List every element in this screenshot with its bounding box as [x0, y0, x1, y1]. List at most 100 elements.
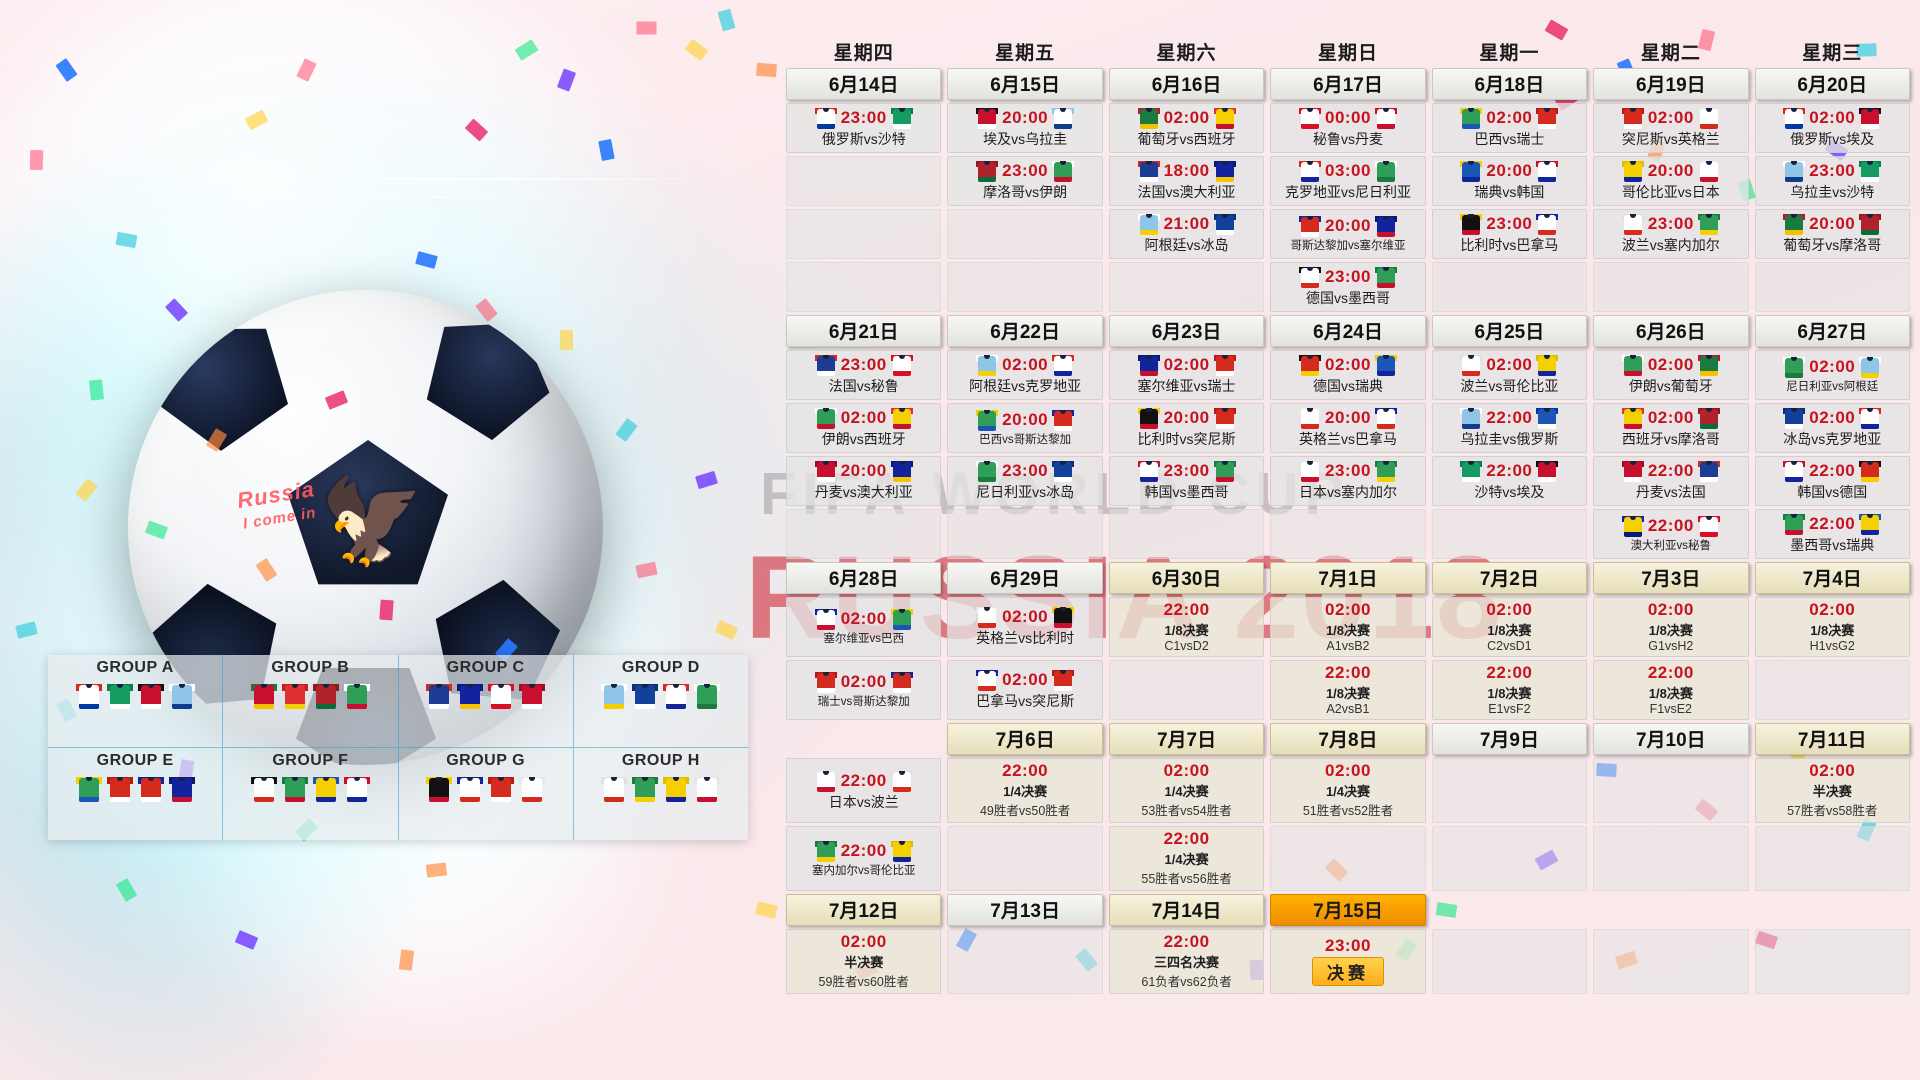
- knockout-match-cell[interactable]: 02:00 1/8决赛 H1vsG2: [1754, 597, 1910, 657]
- match-cell[interactable]: 02:00 瑞士vs哥斯达黎加: [786, 660, 942, 720]
- match-cell[interactable]: 23:00 法国vs秘鲁: [786, 350, 942, 400]
- match-cell[interactable]: 02:00 葡萄牙vs西班牙: [1108, 103, 1265, 153]
- date-cell[interactable]: 7月2日: [1431, 562, 1588, 594]
- date-cell[interactable]: 6月24日: [1270, 315, 1426, 347]
- date-cell[interactable]: 7月12日: [786, 894, 942, 926]
- date-cell[interactable]: 7月15日: [1270, 894, 1426, 926]
- match-cell[interactable]: 23:00 德国vs墨西哥: [1270, 262, 1426, 312]
- date-cell[interactable]: 6月16日: [1108, 68, 1265, 100]
- match-cell[interactable]: 22:00 墨西哥vs瑞典: [1754, 509, 1910, 559]
- date-cell[interactable]: 6月28日: [786, 562, 942, 594]
- match-cell[interactable]: 00:00 秘鲁vs丹麦: [1270, 103, 1426, 153]
- match-cell[interactable]: 02:00 突尼斯vs英格兰: [1593, 103, 1749, 153]
- date-cell[interactable]: 6月22日: [947, 315, 1103, 347]
- match-cell[interactable]: 23:00 乌拉圭vs沙特: [1754, 156, 1910, 206]
- date-cell[interactable]: 6月27日: [1754, 315, 1910, 347]
- knockout-match-cell[interactable]: 02:00 1/8决赛 C2vsD1: [1431, 597, 1588, 657]
- match-cell[interactable]: 20:00 瑞典vs韩国: [1431, 156, 1588, 206]
- date-cell[interactable]: 7月4日: [1754, 562, 1910, 594]
- match-cell[interactable]: 22:00 沙特vs埃及: [1431, 456, 1588, 506]
- knockout-match-cell[interactable]: 22:00 1/8决赛 A2vsB1: [1270, 660, 1426, 720]
- date-cell[interactable]: 6月18日: [1431, 68, 1588, 100]
- match-cell[interactable]: 20:00 英格兰vs巴拿马: [1270, 403, 1426, 453]
- match-cell[interactable]: 02:00 德国vs瑞典: [1270, 350, 1426, 400]
- match-cell[interactable]: 02:00 塞尔维亚vs巴西: [786, 597, 942, 657]
- group-block[interactable]: GROUP H: [574, 748, 748, 841]
- group-block[interactable]: GROUP A: [48, 655, 224, 748]
- knockout-match-cell[interactable]: 02:00 半决赛 57胜者vs58胜者: [1754, 758, 1910, 823]
- match-cell[interactable]: 02:00 西班牙vs摩洛哥: [1593, 403, 1749, 453]
- knockout-match-cell[interactable]: 02:00 1/4决赛 53胜者vs54胜者: [1108, 758, 1265, 823]
- date-cell[interactable]: 6月25日: [1431, 315, 1588, 347]
- match-cell[interactable]: 20:00 哥斯达黎加vs塞尔维亚: [1270, 209, 1426, 259]
- match-cell[interactable]: 02:00 波兰vs哥伦比亚: [1431, 350, 1588, 400]
- date-cell[interactable]: 6月29日: [947, 562, 1103, 594]
- knockout-match-cell[interactable]: 22:00 1/4决赛 55胜者vs56胜者: [1108, 826, 1265, 891]
- date-cell[interactable]: 7月7日: [1108, 723, 1265, 755]
- date-cell[interactable]: 6月21日: [786, 315, 942, 347]
- match-cell[interactable]: 22:00 日本vs波兰: [786, 758, 942, 823]
- match-cell[interactable]: 18:00 法国vs澳大利亚: [1108, 156, 1265, 206]
- date-cell[interactable]: 6月26日: [1593, 315, 1749, 347]
- match-cell[interactable]: 20:00 巴西vs哥斯达黎加: [947, 403, 1103, 453]
- match-cell[interactable]: 23:00 尼日利亚vs冰岛: [947, 456, 1103, 506]
- match-cell[interactable]: 22:00 乌拉圭vs俄罗斯: [1431, 403, 1588, 453]
- knockout-match-cell[interactable]: 02:00 1/8决赛 G1vsH2: [1593, 597, 1749, 657]
- date-cell[interactable]: 6月15日: [947, 68, 1103, 100]
- match-cell[interactable]: 23:00 韩国vs墨西哥: [1108, 456, 1265, 506]
- match-cell[interactable]: 22:00 韩国vs德国: [1754, 456, 1910, 506]
- match-cell[interactable]: 02:00 冰岛vs克罗地亚: [1754, 403, 1910, 453]
- knockout-match-cell[interactable]: 02:00 1/4决赛 51胜者vs52胜者: [1270, 758, 1426, 823]
- date-cell[interactable]: 7月8日: [1270, 723, 1426, 755]
- date-cell[interactable]: 7月3日: [1593, 562, 1749, 594]
- date-cell[interactable]: 7月6日: [947, 723, 1103, 755]
- match-cell[interactable]: 02:00 塞尔维亚vs瑞士: [1108, 350, 1265, 400]
- group-block[interactable]: GROUP D: [573, 655, 748, 748]
- date-cell[interactable]: 7月14日: [1108, 894, 1265, 926]
- match-cell[interactable]: 03:00 克罗地亚vs尼日利亚: [1270, 156, 1426, 206]
- match-cell[interactable]: 02:00 巴拿马vs突尼斯: [947, 660, 1103, 720]
- knockout-match-cell[interactable]: 22:00 三四名决赛 61负者vs62负者: [1108, 929, 1265, 994]
- final-match-cell[interactable]: 23:00 决赛: [1270, 929, 1426, 994]
- date-cell[interactable]: 7月9日: [1431, 723, 1588, 755]
- knockout-match-cell[interactable]: 22:00 1/8决赛 E1vsF2: [1431, 660, 1588, 720]
- match-cell[interactable]: 20:00 葡萄牙vs摩洛哥: [1754, 209, 1910, 259]
- group-block[interactable]: GROUP C: [398, 655, 574, 748]
- date-cell[interactable]: 6月23日: [1108, 315, 1265, 347]
- match-cell[interactable]: 02:00 尼日利亚vs阿根廷: [1754, 350, 1910, 400]
- group-block[interactable]: GROUP E: [48, 747, 224, 840]
- date-cell[interactable]: 6月19日: [1593, 68, 1749, 100]
- knockout-match-cell[interactable]: 22:00 1/8决赛 C1vsD2: [1108, 597, 1265, 657]
- match-cell[interactable]: 02:00 伊朗vs西班牙: [786, 403, 942, 453]
- knockout-match-cell[interactable]: 02:00 半决赛 59胜者vs60胜者: [786, 929, 942, 994]
- date-cell[interactable]: 7月11日: [1754, 723, 1910, 755]
- match-cell[interactable]: 22:00 塞内加尔vs哥伦比亚: [786, 826, 942, 891]
- group-block[interactable]: GROUP B: [223, 655, 399, 748]
- match-cell[interactable]: 02:00 阿根廷vs克罗地亚: [947, 350, 1103, 400]
- match-cell[interactable]: 23:00 摩洛哥vs伊朗: [947, 156, 1103, 206]
- match-cell[interactable]: 20:00 哥伦比亚vs日本: [1593, 156, 1749, 206]
- date-cell[interactable]: 7月1日: [1270, 562, 1426, 594]
- match-cell[interactable]: 20:00 丹麦vs澳大利亚: [786, 456, 942, 506]
- match-cell[interactable]: 02:00 俄罗斯vs埃及: [1754, 103, 1910, 153]
- date-cell[interactable]: 6月17日: [1270, 68, 1426, 100]
- match-cell[interactable]: 22:00 澳大利亚vs秘鲁: [1593, 509, 1749, 559]
- match-cell[interactable]: 23:00 日本vs塞内加尔: [1270, 456, 1426, 506]
- date-cell[interactable]: 7月13日: [947, 894, 1103, 926]
- match-cell[interactable]: 02:00 英格兰vs比利时: [947, 597, 1103, 657]
- match-cell[interactable]: 02:00 巴西vs瑞士: [1431, 103, 1588, 153]
- match-cell[interactable]: 21:00 阿根廷vs冰岛: [1108, 209, 1265, 259]
- date-cell[interactable]: 7月10日: [1593, 723, 1749, 755]
- match-cell[interactable]: 20:00 埃及vs乌拉圭: [947, 103, 1103, 153]
- match-cell[interactable]: 22:00 丹麦vs法国: [1593, 456, 1749, 506]
- group-block[interactable]: GROUP F: [223, 747, 399, 840]
- knockout-match-cell[interactable]: 02:00 1/8决赛 A1vsB2: [1270, 597, 1426, 657]
- date-cell[interactable]: 6月20日: [1754, 68, 1910, 100]
- knockout-match-cell[interactable]: 22:00 1/8决赛 F1vsE2: [1593, 660, 1749, 720]
- match-cell[interactable]: 23:00 俄罗斯vs沙特: [786, 103, 942, 153]
- match-cell[interactable]: 02:00 伊朗vs葡萄牙: [1593, 350, 1749, 400]
- knockout-match-cell[interactable]: 22:00 1/4决赛 49胜者vs50胜者: [947, 758, 1103, 823]
- match-cell[interactable]: 23:00 波兰vs塞内加尔: [1593, 209, 1749, 259]
- group-block[interactable]: GROUP G: [399, 747, 574, 840]
- match-cell[interactable]: 23:00 比利时vs巴拿马: [1431, 209, 1588, 259]
